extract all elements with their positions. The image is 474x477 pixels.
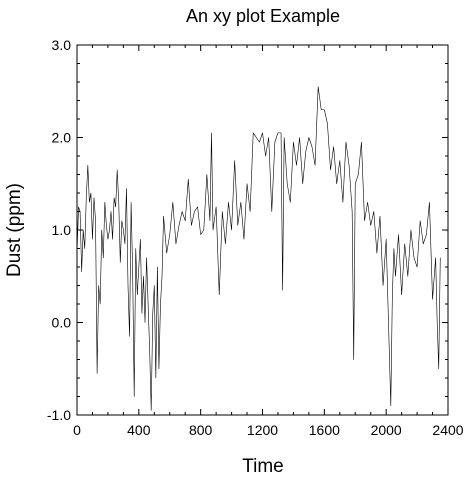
- plot-area: 0 400 800 1200 1600 2000 2400 -1.0 0.0 1.0 2.0 3.0: [47, 37, 464, 438]
- y-axis-label: Dust (ppm): [4, 183, 25, 277]
- x-axis-label: Time: [242, 456, 284, 477]
- y-tick-label: 3.0: [52, 37, 72, 53]
- chart-title: An xy plot Example: [186, 6, 340, 26]
- y-tick-label: 1.0: [52, 222, 72, 238]
- x-tick-label: 1200: [247, 422, 278, 438]
- x-tick-label: 800: [189, 422, 213, 438]
- series-line: [76, 86, 441, 411]
- x-tick-label: 1600: [309, 422, 340, 438]
- x-tick-label: 400: [127, 422, 151, 438]
- x-tick-label: 0: [73, 422, 81, 438]
- plot-frame: [76, 44, 449, 416]
- x-tick-label: 2000: [371, 422, 402, 438]
- y-tick-label: 0.0: [52, 315, 72, 331]
- y-tick-label: -1.0: [47, 407, 71, 423]
- y-tick-label: 2.0: [52, 130, 72, 146]
- x-tick-label: 2400: [432, 422, 463, 438]
